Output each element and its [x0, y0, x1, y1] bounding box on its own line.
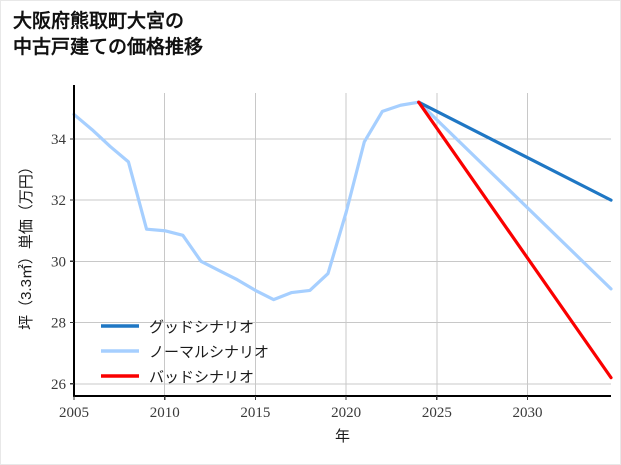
x-axis-title: 年: [335, 428, 350, 445]
legend-label-2: バッドシナリオ: [149, 370, 254, 386]
x-tick-label: 2005: [59, 405, 89, 421]
y-tick-label: 34: [51, 132, 67, 148]
series-line-グッドシナリオ: [417, 100, 613, 202]
y-tick-label: 28: [51, 316, 66, 332]
y-axis-title: 坪（3.3㎡）単価（万円）: [18, 159, 35, 330]
y-tick-label: 30: [51, 254, 66, 270]
x-tick-label: 2015: [240, 405, 270, 421]
x-tick-label: 2020: [331, 405, 361, 421]
x-tick-label: 2010: [150, 405, 180, 421]
series-line-バッドシナリオ: [417, 100, 613, 380]
series-line-ノーマルシナリオ: [72, 100, 613, 302]
legend-label-0: グッドシナリオ: [149, 319, 254, 336]
x-tick-label: 2030: [513, 405, 543, 421]
page-title: 大阪府熊取町大宮の 中古戸建ての価格推移: [13, 11, 204, 58]
x-tick-label: 2025: [422, 405, 452, 421]
y-tick-label: 26: [51, 377, 67, 393]
y-tick-label: 32: [51, 193, 66, 209]
legend-label-1: ノーマルシナリオ: [149, 345, 269, 361]
